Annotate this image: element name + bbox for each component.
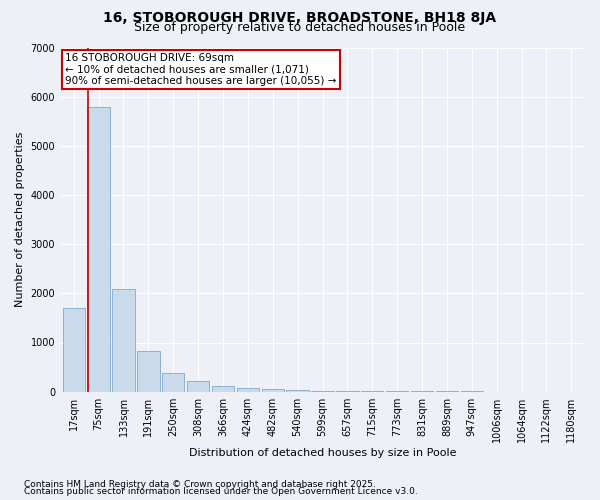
Bar — [336, 391, 359, 392]
Bar — [212, 386, 234, 392]
Bar — [311, 390, 334, 392]
Bar — [236, 388, 259, 392]
Text: Size of property relative to detached houses in Poole: Size of property relative to detached ho… — [134, 22, 466, 35]
Text: Contains public sector information licensed under the Open Government Licence v3: Contains public sector information licen… — [24, 487, 418, 496]
Text: 16 STOBOROUGH DRIVE: 69sqm
← 10% of detached houses are smaller (1,071)
90% of s: 16 STOBOROUGH DRIVE: 69sqm ← 10% of deta… — [65, 53, 337, 86]
Bar — [88, 107, 110, 392]
Text: 16, STOBOROUGH DRIVE, BROADSTONE, BH18 8JA: 16, STOBOROUGH DRIVE, BROADSTONE, BH18 8… — [103, 11, 497, 25]
Bar — [137, 352, 160, 392]
Y-axis label: Number of detached properties: Number of detached properties — [15, 132, 25, 308]
Bar — [62, 308, 85, 392]
X-axis label: Distribution of detached houses by size in Poole: Distribution of detached houses by size … — [189, 448, 456, 458]
Bar — [187, 382, 209, 392]
Bar — [112, 288, 134, 392]
Bar — [262, 389, 284, 392]
Bar — [162, 374, 184, 392]
Text: Contains HM Land Registry data © Crown copyright and database right 2025.: Contains HM Land Registry data © Crown c… — [24, 480, 376, 489]
Bar — [286, 390, 309, 392]
